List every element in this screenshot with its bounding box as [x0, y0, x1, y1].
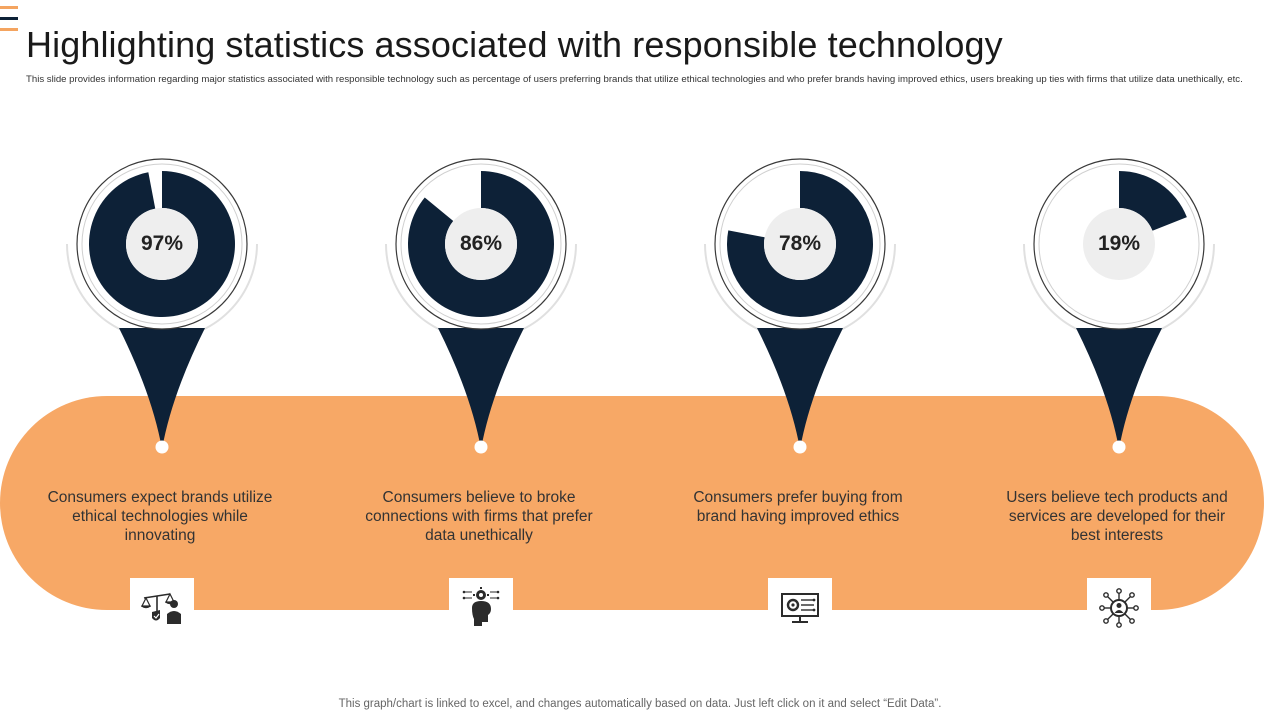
- stat-description-1: Consumers expect brands utilize ethical …: [47, 489, 273, 544]
- pin-stem: [438, 328, 524, 449]
- pin-inner-ring: [400, 163, 562, 325]
- pin-stem: [119, 328, 205, 449]
- pin-tip-dot: [1112, 440, 1126, 454]
- pin-inner-ring: [81, 163, 243, 325]
- pin-inner-ring: [719, 163, 881, 325]
- donut-center: [445, 208, 517, 280]
- icon-box-2: [449, 578, 513, 638]
- mind-gear-icon: [462, 587, 500, 626]
- donut-center: [126, 208, 198, 280]
- donut-chart-3: [704, 158, 896, 454]
- pin-tip-dot: [474, 440, 488, 454]
- stat-pin-2: 86%: [381, 156, 581, 456]
- donut-value-arc: [1119, 171, 1187, 231]
- stat-pin-1: 97%: [62, 156, 262, 456]
- percent-label-1: 97%: [140, 232, 184, 255]
- ethics-scale-icon: [140, 592, 181, 624]
- monitor-gear-icon: [781, 593, 819, 623]
- icon-box-3: [768, 578, 832, 638]
- donut-center: [764, 208, 836, 280]
- pin-stem: [757, 328, 843, 449]
- accent-bars: [0, 6, 18, 39]
- stat-description-4: Users believe tech products and services…: [1006, 489, 1228, 544]
- icon-box-4: [1087, 578, 1151, 638]
- donut-value-arc: [408, 171, 554, 317]
- page-subtitle: This slide provides information regardin…: [26, 74, 1243, 85]
- pin-inner-ring: [1038, 163, 1200, 325]
- pin-tip-dot: [155, 440, 169, 454]
- stat-description-2: Consumers believe to broke connections w…: [365, 489, 593, 544]
- footer-note: This graph/chart is linked to excel, and…: [338, 698, 942, 710]
- page-title: Highlighting statistics associated with …: [26, 24, 1003, 65]
- stat-pin-4: 19%: [1019, 156, 1219, 456]
- donut-center: [1083, 208, 1155, 280]
- percent-label-4: 19%: [1097, 232, 1141, 255]
- accent-bar-middle: [0, 17, 18, 20]
- stat-description-3: Consumers prefer buying from brand havin…: [693, 489, 903, 525]
- stat-pin-3: 78%: [700, 156, 900, 456]
- donut-chart-1: [66, 158, 258, 454]
- donut-value-arc: [727, 171, 873, 317]
- donut-value-arc: [89, 171, 235, 317]
- donut-chart-4: [1023, 158, 1215, 454]
- user-network-icon: [1099, 588, 1139, 628]
- donut-chart-2: [385, 158, 577, 454]
- pin-tip-dot: [793, 440, 807, 454]
- percent-label-2: 86%: [459, 232, 503, 255]
- accent-bar-bottom: [0, 28, 18, 31]
- pin-stem: [1076, 328, 1162, 449]
- orange-band: [0, 396, 1264, 610]
- accent-bar-top: [0, 6, 18, 9]
- percent-label-3: 78%: [778, 232, 822, 255]
- icon-box-1: [130, 578, 194, 638]
